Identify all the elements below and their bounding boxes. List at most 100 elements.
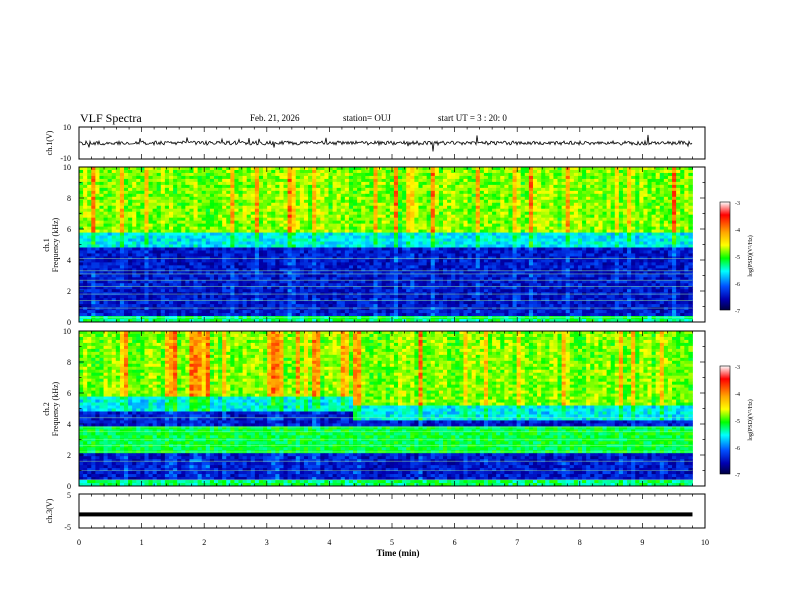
spec1-cell [148, 259, 154, 263]
spec1-cell [418, 181, 423, 186]
spec1-cell [676, 232, 681, 236]
spec1-cell [602, 193, 607, 198]
spec1-cell [287, 181, 293, 186]
spec1-cell [136, 190, 141, 195]
spec1-cell [254, 247, 260, 251]
spec1-cell [500, 253, 505, 257]
spec1-cell [639, 187, 644, 192]
spec1-cell [647, 223, 652, 228]
spec1-cell [369, 238, 374, 242]
spec1-cell [373, 247, 378, 251]
spec1-cell [181, 214, 186, 219]
spec1-cell [123, 205, 129, 210]
spec1-cell [189, 220, 194, 225]
spec1-cell [430, 226, 436, 230]
spec1-cell [500, 256, 505, 260]
spec1-cell [483, 169, 489, 174]
spec1-cell [672, 217, 677, 222]
spec1-cell [250, 184, 256, 189]
spec1-cell [283, 262, 288, 266]
spec1-cell [504, 262, 509, 266]
spec1-cell [667, 202, 673, 207]
spec1-cell [545, 229, 550, 233]
spec1-cell [610, 190, 616, 195]
spec1-cell [504, 256, 509, 260]
spec1-cell [103, 181, 109, 186]
spec1-cell [602, 187, 607, 192]
spec1-cell [492, 238, 497, 242]
spec1-cell [504, 247, 509, 251]
spec1-cell [357, 167, 362, 171]
spec1-cell [528, 247, 534, 251]
spec1-cell [492, 259, 497, 263]
spec1-cell [663, 241, 669, 245]
spec1-cell [590, 247, 595, 251]
spec1-cell [87, 193, 92, 198]
spec1-cell [340, 229, 346, 233]
spec1-cell [586, 220, 591, 225]
spec1-cell [541, 214, 546, 219]
spec1-cell [467, 190, 473, 195]
spec1-cell [667, 169, 673, 174]
spec1-cell [393, 253, 399, 257]
spec1-cell [389, 211, 395, 216]
spec1-cell [406, 217, 411, 222]
spec1-cell [475, 214, 481, 219]
spec1-cell [582, 241, 587, 245]
spec1-cell [684, 175, 689, 180]
spec1-cell [651, 232, 657, 236]
spec1-cell [438, 196, 444, 201]
spec1-cell [647, 172, 652, 177]
spec1-cell [324, 184, 329, 189]
spec1-cell [684, 172, 689, 177]
spec1-cell [316, 205, 321, 210]
spec1-cell [467, 220, 473, 225]
spec1-cell [467, 226, 473, 230]
spec1-cell [226, 172, 231, 177]
spec1-cell [381, 175, 387, 180]
spec1-cell [115, 217, 121, 222]
spec1-cell [258, 190, 264, 195]
spec1-cell [422, 196, 428, 201]
spec1-cell [434, 214, 440, 219]
spec1-cell [471, 235, 477, 239]
spec1-cell [688, 220, 693, 225]
spec1-cell [303, 226, 309, 230]
spec1-cell [152, 205, 158, 210]
spec1-cell [537, 199, 542, 204]
spec1-cell [577, 190, 583, 195]
spec1-cell [222, 175, 227, 180]
spec1-cell [316, 187, 321, 192]
spec1-cell [520, 253, 526, 257]
spec1-cell [659, 211, 665, 216]
spec1-cell [684, 202, 689, 207]
spec1-cell [381, 226, 387, 230]
spec1-cell [475, 184, 481, 189]
spec1-cell [520, 250, 526, 254]
spec1-cell [213, 220, 219, 225]
spec1-cell [520, 196, 526, 201]
spec1-cell [336, 193, 342, 198]
spec1-cell [312, 214, 317, 219]
spec1-cell [504, 211, 509, 216]
spec1-cell [209, 253, 215, 257]
spec1-cell [586, 199, 591, 204]
spec1-cell [357, 232, 362, 236]
spec1-cell [684, 244, 689, 248]
spec1-cell [381, 199, 387, 204]
spec1-cell [332, 193, 338, 198]
spec1-cell [226, 187, 231, 192]
spec1-cell [213, 167, 219, 171]
spec1-cell [279, 238, 284, 242]
spec1-cell [377, 226, 383, 230]
spec1-cell [152, 196, 158, 201]
spec1-cell [361, 244, 366, 248]
spec1-cell [549, 184, 554, 189]
spec1-cell [373, 223, 378, 228]
spec1-cell [602, 199, 607, 204]
spec1-cell [586, 211, 591, 216]
spec1-cell [258, 167, 264, 171]
spec1-cell [614, 247, 620, 251]
spec1-cell [402, 244, 407, 248]
spec1-cell [504, 214, 509, 219]
